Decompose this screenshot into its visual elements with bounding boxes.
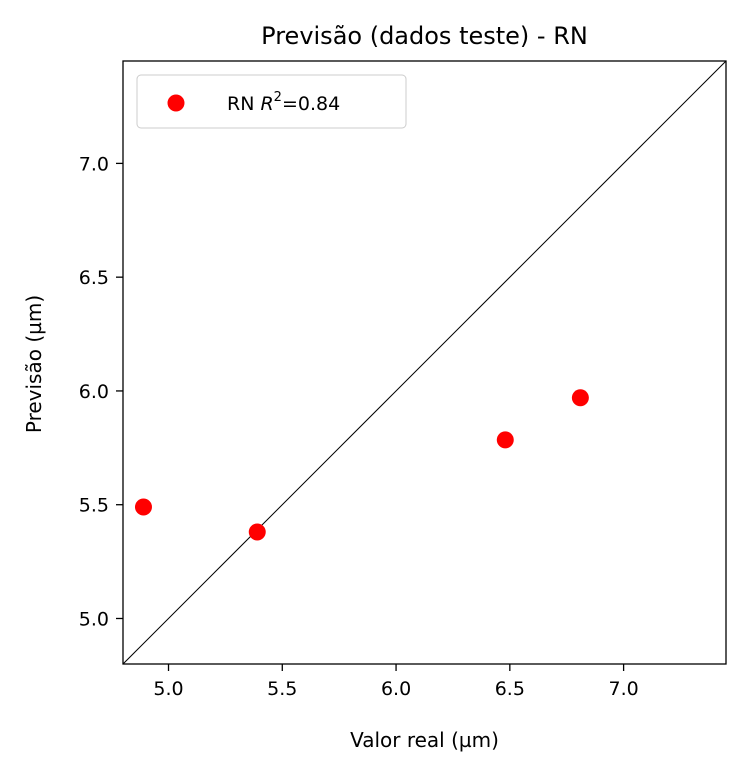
x-tick-label: 5.5 (267, 678, 297, 700)
legend-marker (167, 94, 185, 112)
plot-area (122, 60, 727, 665)
legend-label-superscript: 2 (274, 90, 282, 105)
y-axis-ticks: 5.0 5.5 6.0 6.5 7.0 (79, 153, 123, 630)
y-tick-label: 5.5 (79, 495, 109, 517)
data-points (134, 389, 589, 541)
data-point (134, 498, 152, 516)
y-tick-label: 6.0 (79, 381, 109, 403)
data-point (248, 523, 266, 541)
x-tick-label: 6.0 (381, 678, 411, 700)
legend-label-prefix: RN (227, 93, 260, 115)
legend: RN R2=0.84 (136, 74, 407, 129)
data-point (496, 431, 514, 449)
y-axis-label: Previsão (µm) (22, 295, 46, 433)
x-tick-label: 5.0 (153, 678, 183, 700)
x-axis-ticks: 5.0 5.5 6.0 6.5 7.0 (153, 664, 639, 700)
legend-label-suffix: =0.84 (282, 93, 340, 115)
x-axis-label: Valor real (µm) (350, 728, 499, 752)
chart-title: Previsão (dados teste) - RN (261, 22, 588, 50)
legend-box (136, 74, 407, 129)
y-tick-label: 5.0 (79, 608, 109, 630)
y-tick-label: 6.5 (79, 267, 109, 289)
data-point (571, 389, 589, 407)
plot-frame (122, 60, 727, 665)
x-tick-label: 6.5 (495, 678, 525, 700)
legend-label: RN R2=0.84 (227, 90, 340, 115)
x-tick-label: 7.0 (608, 678, 638, 700)
legend-label-italic: R (260, 93, 273, 115)
y-tick-label: 7.0 (79, 153, 109, 175)
identity-reference-line (123, 61, 726, 664)
